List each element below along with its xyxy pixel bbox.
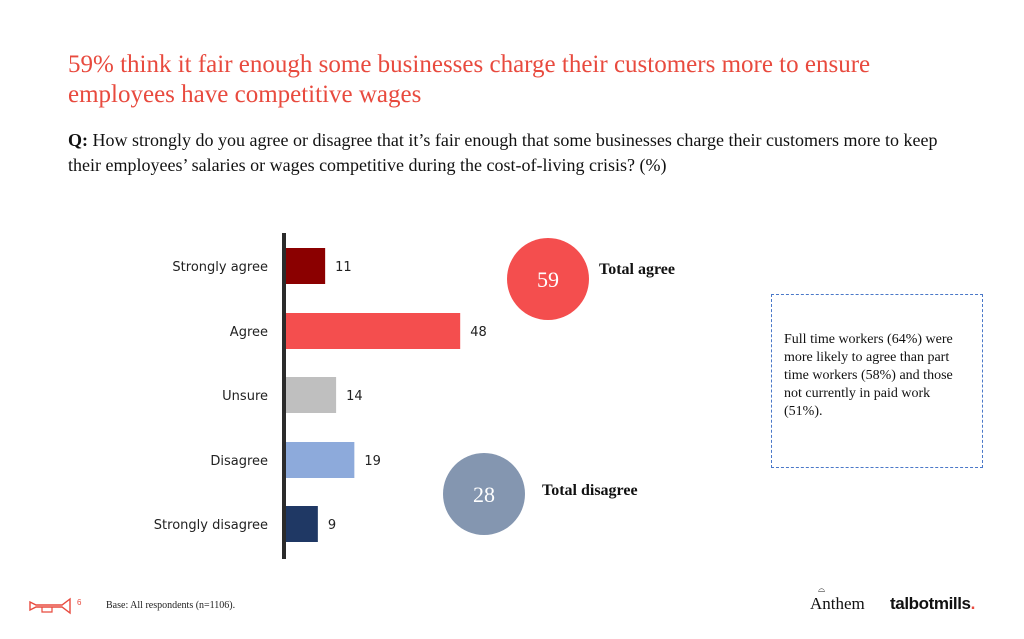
talbotmills-logo: talbotmills. bbox=[890, 594, 975, 614]
anthem-logo: ⌓ Anthem bbox=[810, 584, 865, 614]
chart-axis bbox=[282, 233, 286, 559]
question-body: How strongly do you agree or disagree th… bbox=[68, 130, 938, 175]
talbotmills-logo-dot: . bbox=[970, 594, 976, 613]
bar bbox=[285, 248, 326, 284]
category-label: Unsure bbox=[222, 389, 268, 404]
category-label: Strongly disagree bbox=[154, 518, 268, 533]
trumpet-icon bbox=[29, 597, 71, 615]
total-value: 59 bbox=[537, 267, 559, 292]
totals-layer: 59 Total agree 28 Total disagree bbox=[443, 238, 675, 535]
total-label: Total agree bbox=[599, 261, 675, 278]
total-circle bbox=[443, 453, 525, 535]
trumpet-mark-icon: ⌓ bbox=[818, 584, 826, 594]
bar bbox=[285, 377, 337, 413]
bar bbox=[285, 506, 318, 542]
bar-value-label: 9 bbox=[328, 518, 336, 533]
category-label: Disagree bbox=[210, 454, 268, 469]
question-text: Q: How strongly do you agree or disagree… bbox=[68, 128, 948, 178]
category-label: Agree bbox=[230, 325, 268, 340]
bar-value-label: 19 bbox=[364, 454, 381, 469]
talbotmills-logo-text: talbotmills bbox=[890, 594, 971, 613]
category-label: Strongly agree bbox=[172, 260, 268, 275]
total-circle bbox=[507, 238, 589, 320]
bar-value-label: 48 bbox=[470, 325, 487, 340]
bar bbox=[285, 442, 355, 478]
bar bbox=[285, 313, 461, 349]
question-prefix: Q: bbox=[68, 130, 88, 150]
total-label: Total disagree bbox=[542, 482, 638, 499]
anthem-logo-text: Anthem bbox=[810, 594, 865, 613]
total-value: 28 bbox=[473, 482, 495, 507]
note-text: Full time workers (64%) were more likely… bbox=[784, 332, 953, 419]
note-box: Full time workers (64%) were more likely… bbox=[771, 294, 983, 468]
page-number: 6 bbox=[77, 598, 82, 607]
bar-value-label: 14 bbox=[346, 389, 363, 404]
bars-layer: Strongly agree 11 Agree 48 Unsure 14 Disagree 1… bbox=[154, 248, 487, 542]
bar-value-label: 11 bbox=[335, 260, 352, 275]
page-title: 59% think it fair enough some businesses… bbox=[68, 51, 871, 108]
base-note: Base: All respondents (n=1106). bbox=[106, 600, 236, 611]
